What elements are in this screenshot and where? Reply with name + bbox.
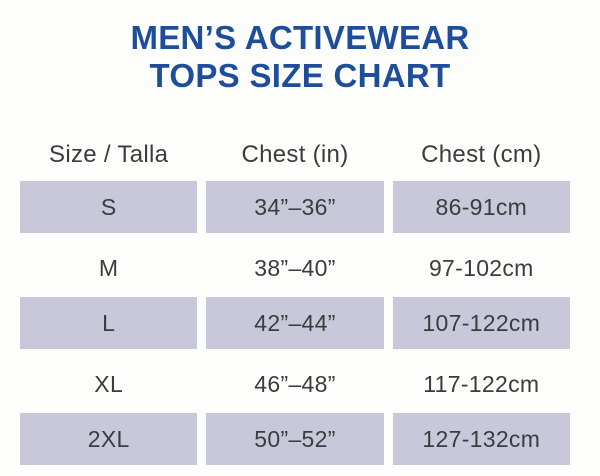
- table-row: S 34”–36” 86-91cm: [20, 181, 570, 239]
- chest-cm-cell: 86-91cm: [392, 181, 570, 233]
- table-row: L 42”–44” 107-122cm: [20, 297, 570, 355]
- size-cell: M: [98, 254, 119, 281]
- title-line-2: TOPS SIZE CHART: [149, 57, 451, 94]
- size-table: Size / Talla Chest (in) Chest (cm) S 34”…: [20, 129, 570, 471]
- chest-in-cell: 38”–40”: [254, 254, 336, 281]
- table-row: XL 46”–48” 117-122cm: [20, 355, 570, 413]
- size-cell: XL: [94, 370, 124, 397]
- size-cell: S: [20, 181, 198, 233]
- chest-in-cell: 46”–48”: [254, 370, 336, 397]
- chest-cm-cell: 107-122cm: [392, 297, 570, 349]
- table-row: M 38”–40” 97-102cm: [20, 239, 570, 297]
- column-header-size: Size / Talla: [49, 141, 169, 168]
- chest-in-cell: 50”–52”: [206, 413, 384, 465]
- column-header-chest-cm: Chest (cm): [421, 141, 542, 168]
- chest-in-cell: 34”–36”: [206, 181, 384, 233]
- size-cell: 2XL: [20, 413, 198, 465]
- table-header-row: Size / Talla Chest (in) Chest (cm): [20, 129, 570, 181]
- page-title: MEN’S ACTIVEWEAR TOPS SIZE CHART: [0, 0, 600, 95]
- table-row: 2XL 50”–52” 127-132cm: [20, 413, 570, 471]
- chest-cm-cell: 127-132cm: [392, 413, 570, 465]
- chest-in-cell: 42”–44”: [206, 297, 384, 349]
- title-line-1: MEN’S ACTIVEWEAR: [130, 19, 470, 56]
- size-cell: L: [20, 297, 198, 349]
- chest-cm-cell: 97-102cm: [428, 254, 534, 281]
- table-body: S 34”–36” 86-91cm M 38”–40” 97-102cm L 4…: [20, 181, 570, 471]
- chest-cm-cell: 117-122cm: [423, 370, 540, 397]
- column-header-chest-in: Chest (in): [241, 141, 349, 168]
